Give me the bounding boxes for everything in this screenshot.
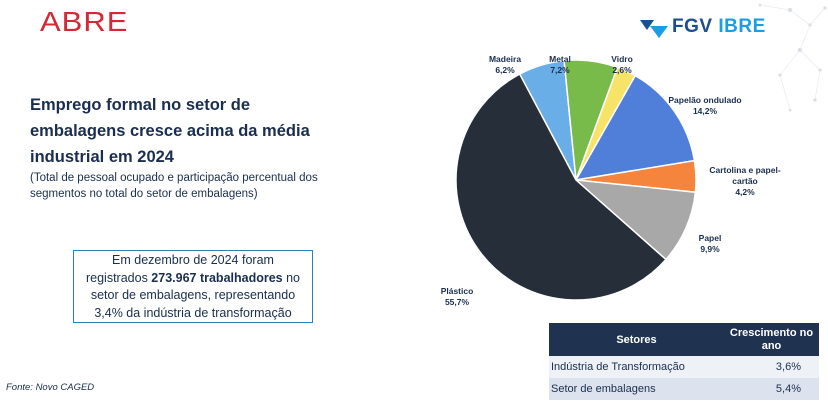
- table-row: Indústria de Transformação 3,6%: [549, 356, 819, 378]
- fgv-ibre-logo: FGV IBRE: [640, 16, 780, 40]
- pie-category-label: Metal: [549, 54, 571, 64]
- growth-table: Setores Crescimento no ano Indústria de …: [549, 323, 819, 400]
- table-header-sector: Setores: [549, 323, 724, 356]
- dotted-network-decoration: [758, 3, 827, 112]
- pie-category-label: cartão: [732, 176, 758, 186]
- pie-slice-papel-o-ondulado: [574, 74, 696, 181]
- pie-value-label: 14,2%: [693, 106, 718, 116]
- ibre-label: IBRE: [718, 16, 766, 37]
- pie-value-label: 9,9%: [700, 244, 720, 254]
- pie-slice-papel: [573, 179, 697, 261]
- fgv-ibre-text: FGV IBRE: [672, 16, 766, 38]
- table-header-row: Setores Crescimento no ano: [549, 323, 819, 356]
- pie-value-label: 55,7%: [445, 297, 470, 307]
- pie-category-label: Cartolina e papel-: [709, 165, 780, 175]
- table-cell-growth: 5,4%: [724, 378, 819, 400]
- pie-value-label: 7,2%: [550, 65, 570, 75]
- info-workers-count: 273.967 trabalhadores: [151, 270, 283, 285]
- table-cell-sector: Setor de embalagens: [549, 378, 724, 400]
- pie-value-label: 6,2%: [495, 65, 515, 75]
- pie-value-label: 4,2%: [735, 187, 755, 197]
- pie-category-label: Papel: [699, 233, 722, 243]
- page-title: Emprego formal no setor de embalagens cr…: [30, 96, 310, 166]
- info-box: Em dezembro de 2024 foram registrados 27…: [73, 250, 313, 323]
- info-line-4: 3,4% da indústria de transformação: [94, 305, 292, 320]
- abre-logo-text: ABRE: [40, 5, 129, 38]
- info-line-1: Em dezembro de 2024 foram: [112, 253, 274, 267]
- pie-slice-pl-stico: [455, 73, 667, 301]
- info-line-2: registrados 273.967 trabalhadores no: [74, 270, 312, 288]
- table-cell-growth: 3,6%: [724, 356, 819, 378]
- page-subtitle: (Total de pessoal ocupado e participação…: [30, 172, 318, 200]
- table-cell-sector: Indústria de Transformação: [549, 356, 724, 378]
- info-line-2-pre: registrados: [85, 270, 152, 285]
- pie-category-label: Plástico: [441, 286, 474, 296]
- fgv-label: FGV: [672, 16, 713, 37]
- table-header-growth: Crescimento no ano: [724, 323, 819, 356]
- pie-category-label: Papelão ondulado: [668, 95, 741, 105]
- abre-logo: ABRE: [40, 5, 152, 42]
- info-line-3: setor de embalagens, representando: [90, 288, 296, 302]
- pie-value-label: 2,6%: [612, 65, 632, 75]
- info-line-2-post: no: [282, 270, 301, 285]
- fgv-logo-icon: [640, 20, 668, 38]
- pie-category-label: Vidro: [611, 54, 633, 64]
- source-note: Fonte: Novo CAGED: [6, 382, 95, 393]
- table-row: Setor de embalagens 5,4%: [549, 378, 819, 400]
- pie-category-label: Madeira: [489, 54, 521, 64]
